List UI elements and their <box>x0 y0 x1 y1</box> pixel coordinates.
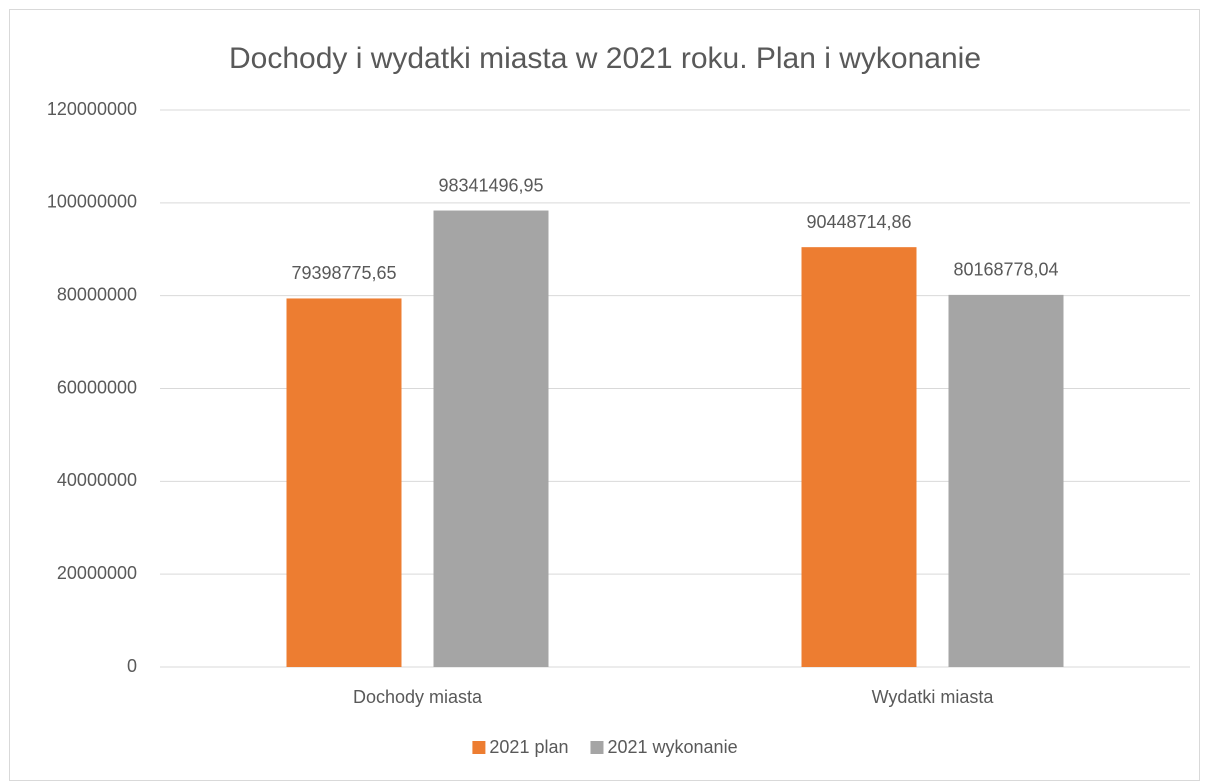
x-tick-label: Wydatki miasta <box>872 687 995 707</box>
data-label: 79398775,65 <box>291 263 396 283</box>
legend-label: 2021 plan <box>489 737 568 757</box>
y-tick-label: 60000000 <box>57 377 137 397</box>
bar <box>948 294 1064 667</box>
x-tick-label: Dochody miasta <box>353 687 483 707</box>
y-tick-label: 120000000 <box>47 99 137 119</box>
bar <box>801 247 917 667</box>
y-tick-label: 0 <box>127 656 137 676</box>
y-tick-label: 100000000 <box>47 192 137 212</box>
legend-swatch <box>590 741 604 754</box>
data-label: 98341496,95 <box>438 175 543 195</box>
data-label: 80168778,04 <box>953 260 1058 280</box>
y-tick-label: 20000000 <box>57 563 137 583</box>
chart-title: Dochody i wydatki miasta w 2021 roku. Pl… <box>229 42 981 75</box>
y-tick-label: 40000000 <box>57 470 137 490</box>
bar <box>433 210 549 667</box>
bar <box>286 298 402 667</box>
legend-label: 2021 wykonanie <box>607 737 737 757</box>
data-label: 90448714,86 <box>806 212 911 232</box>
legend-swatch <box>472 741 486 754</box>
y-tick-label: 80000000 <box>57 284 137 304</box>
